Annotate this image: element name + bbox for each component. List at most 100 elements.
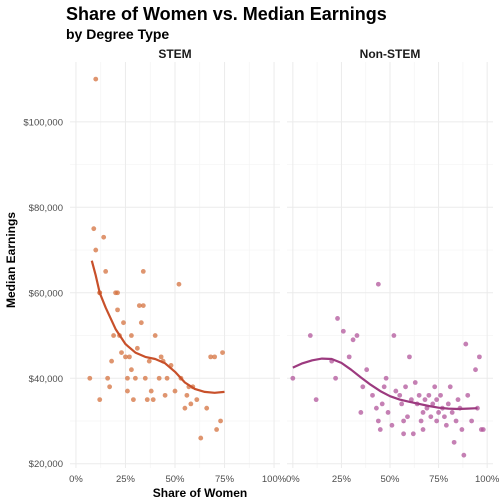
data-point xyxy=(401,431,407,437)
data-point xyxy=(476,354,482,360)
data-point xyxy=(393,388,399,394)
data-point xyxy=(333,375,338,381)
facet-label-non-stem: Non-STEM xyxy=(360,47,421,61)
data-point xyxy=(422,397,428,403)
data-point xyxy=(360,384,366,390)
data-point xyxy=(401,418,407,424)
data-point xyxy=(434,397,440,403)
smooth-line-stem xyxy=(90,260,225,394)
data-point xyxy=(412,380,418,385)
data-point xyxy=(184,392,190,398)
data-point xyxy=(115,290,120,296)
data-point xyxy=(144,397,150,403)
data-point xyxy=(443,422,449,428)
x-tick-label: 0% xyxy=(286,474,300,485)
data-point xyxy=(455,397,461,403)
x-tick-label: 75% xyxy=(429,474,449,485)
data-point xyxy=(340,328,346,334)
data-point xyxy=(125,375,130,381)
x-tick-label: 0% xyxy=(69,474,83,485)
data-point xyxy=(107,384,113,390)
data-point xyxy=(123,354,128,360)
data-point xyxy=(101,234,107,240)
data-point xyxy=(416,392,422,398)
facet-panels: STEM Non-STEM xyxy=(70,47,493,468)
y-tick-label: $60,000 xyxy=(29,288,63,299)
chart-title: Share of Women vs. Median Earnings xyxy=(66,4,387,24)
data-point xyxy=(204,405,210,411)
data-point xyxy=(125,388,130,394)
data-point xyxy=(391,333,397,338)
data-point xyxy=(430,401,436,407)
data-point xyxy=(377,427,383,432)
y-axis-label: Median Earnings xyxy=(4,212,18,308)
data-point xyxy=(364,367,370,373)
data-point xyxy=(162,392,168,398)
y-tick-label: $20,000 xyxy=(29,459,63,470)
data-point xyxy=(381,384,387,390)
data-point xyxy=(459,427,465,432)
data-point xyxy=(403,384,408,390)
x-tick-label: 25% xyxy=(332,474,352,485)
x-axis-label: Share of Women xyxy=(153,486,247,500)
data-point xyxy=(156,375,162,381)
x-tick-label: 50% xyxy=(380,474,400,485)
data-point xyxy=(469,418,475,424)
data-point xyxy=(136,303,142,308)
data-point xyxy=(218,418,223,424)
data-point xyxy=(150,397,156,403)
data-point xyxy=(176,281,182,287)
data-point xyxy=(130,397,136,403)
x-tick-label: 25% xyxy=(116,474,136,485)
data-point xyxy=(383,375,389,381)
data-point xyxy=(442,414,447,420)
data-point xyxy=(119,350,124,356)
chart-subtitle: by Degree Type xyxy=(66,26,169,42)
data-point xyxy=(148,388,154,394)
data-point xyxy=(212,354,218,360)
data-point xyxy=(214,427,220,432)
data-point xyxy=(407,354,412,360)
data-point xyxy=(105,375,111,381)
data-point xyxy=(335,316,340,321)
data-point xyxy=(473,367,478,373)
data-point xyxy=(129,367,134,373)
data-point xyxy=(220,350,225,356)
x-tick-label: 50% xyxy=(165,474,185,485)
facet-label-stem: STEM xyxy=(158,47,191,61)
data-point xyxy=(172,388,178,394)
data-point xyxy=(346,354,352,360)
data-point xyxy=(375,281,381,287)
y-tick-label: $100,000 xyxy=(23,117,63,128)
data-point xyxy=(410,431,416,437)
data-point xyxy=(405,414,410,420)
panel-stem: STEM xyxy=(70,47,280,468)
data-point xyxy=(418,418,424,424)
x-tick-label: 100% xyxy=(262,474,287,485)
x-tick-label: 75% xyxy=(215,474,235,485)
data-point xyxy=(103,269,109,274)
data-point xyxy=(385,410,391,415)
data-point xyxy=(445,401,451,407)
data-point xyxy=(313,397,319,403)
data-point xyxy=(140,303,146,308)
data-point xyxy=(373,405,379,411)
x-tick-label: 100% xyxy=(475,474,500,485)
data-point xyxy=(164,375,170,381)
data-point xyxy=(428,414,434,420)
data-point xyxy=(397,392,403,398)
data-point xyxy=(432,384,438,390)
data-point xyxy=(379,401,385,407)
data-point xyxy=(463,341,469,347)
data-point xyxy=(307,333,313,338)
smooth-line-non-stem xyxy=(292,357,478,411)
data-point xyxy=(97,397,103,403)
data-point xyxy=(132,375,138,381)
data-point xyxy=(375,418,381,424)
data-point xyxy=(188,401,194,407)
x-axis-ticks: 0% 25% 50% 75% 100% 0% 25% 50% 75% 100% xyxy=(69,474,500,485)
data-point xyxy=(146,358,152,364)
data-point xyxy=(449,410,455,415)
data-point xyxy=(420,427,426,432)
data-point xyxy=(389,422,395,428)
